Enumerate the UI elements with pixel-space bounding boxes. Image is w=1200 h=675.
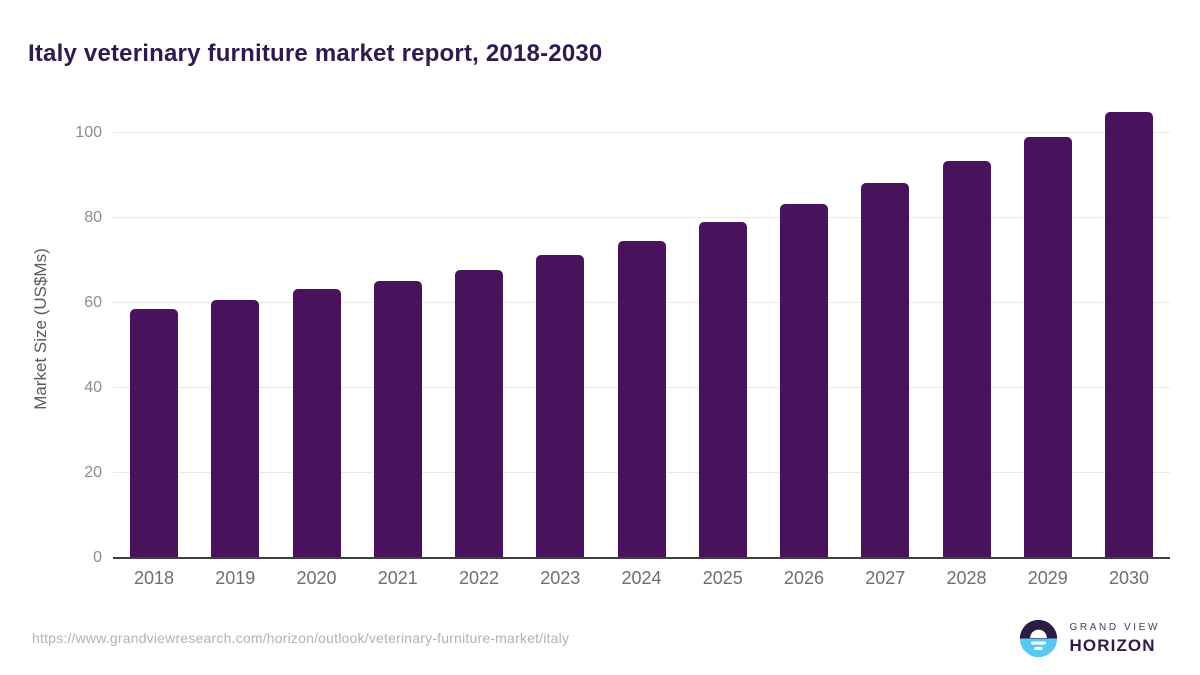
- x-tick-label-2020: 2020: [296, 568, 337, 588]
- bar-2030: [1105, 111, 1153, 558]
- bar-2026: [780, 203, 828, 558]
- logo-wordmark: GRAND VIEW HORIZON: [1070, 622, 1160, 656]
- y-tick-label-40: 40: [84, 379, 102, 396]
- source-url: https://www.grandviewresearch.com/horizo…: [32, 630, 570, 646]
- plot-area: [113, 100, 1170, 559]
- bar-2020: [292, 289, 341, 558]
- grand-view-horizon-logo: GRAND VIEW HORIZON: [1018, 618, 1160, 659]
- x-tick-label-2023: 2023: [540, 568, 581, 588]
- bar-2027: [861, 182, 910, 558]
- bar-2025: [698, 222, 747, 558]
- y-tick-label-60: 60: [84, 294, 102, 311]
- bar-2022: [455, 269, 503, 558]
- x-tick-label-2029: 2029: [1027, 568, 1068, 588]
- bar-2018: [130, 308, 178, 558]
- x-tick-label-2024: 2024: [621, 568, 662, 588]
- bar-2029: [1023, 137, 1072, 558]
- x-tick-label-2019: 2019: [215, 568, 256, 588]
- bar-2028: [942, 160, 991, 558]
- x-tick-label-2030: 2030: [1108, 568, 1150, 588]
- x-tick-label-2025: 2025: [702, 568, 743, 588]
- bar-2019: [211, 299, 260, 558]
- logo-line-horizon: HORIZON: [1069, 635, 1156, 655]
- y-tick-label-0: 0: [93, 549, 102, 566]
- bar-2021: [373, 280, 422, 558]
- x-tick-label-2021: 2021: [377, 568, 418, 588]
- bar-2023: [536, 255, 585, 558]
- sunrise-horizon-icon: [1019, 619, 1057, 658]
- x-tick-label-2022: 2022: [458, 568, 500, 588]
- x-tick-label-2018: 2018: [133, 568, 175, 588]
- y-tick-label-80: 80: [84, 209, 102, 226]
- gridline-100: [113, 132, 1170, 133]
- y-tick-label-20: 20: [84, 464, 102, 481]
- x-tick-label-2026: 2026: [783, 568, 825, 588]
- x-tick-label-2028: 2028: [946, 568, 987, 588]
- y-tick-label-100: 100: [75, 124, 102, 141]
- bar-2024: [617, 241, 666, 558]
- page-title: Italy veterinary furniture market report…: [28, 40, 603, 68]
- logo-line-grand-view: GRAND VIEW: [1069, 621, 1160, 633]
- x-axis-line: [113, 557, 1170, 559]
- gridline-80: [113, 217, 1170, 218]
- x-tick-label-2027: 2027: [865, 568, 906, 588]
